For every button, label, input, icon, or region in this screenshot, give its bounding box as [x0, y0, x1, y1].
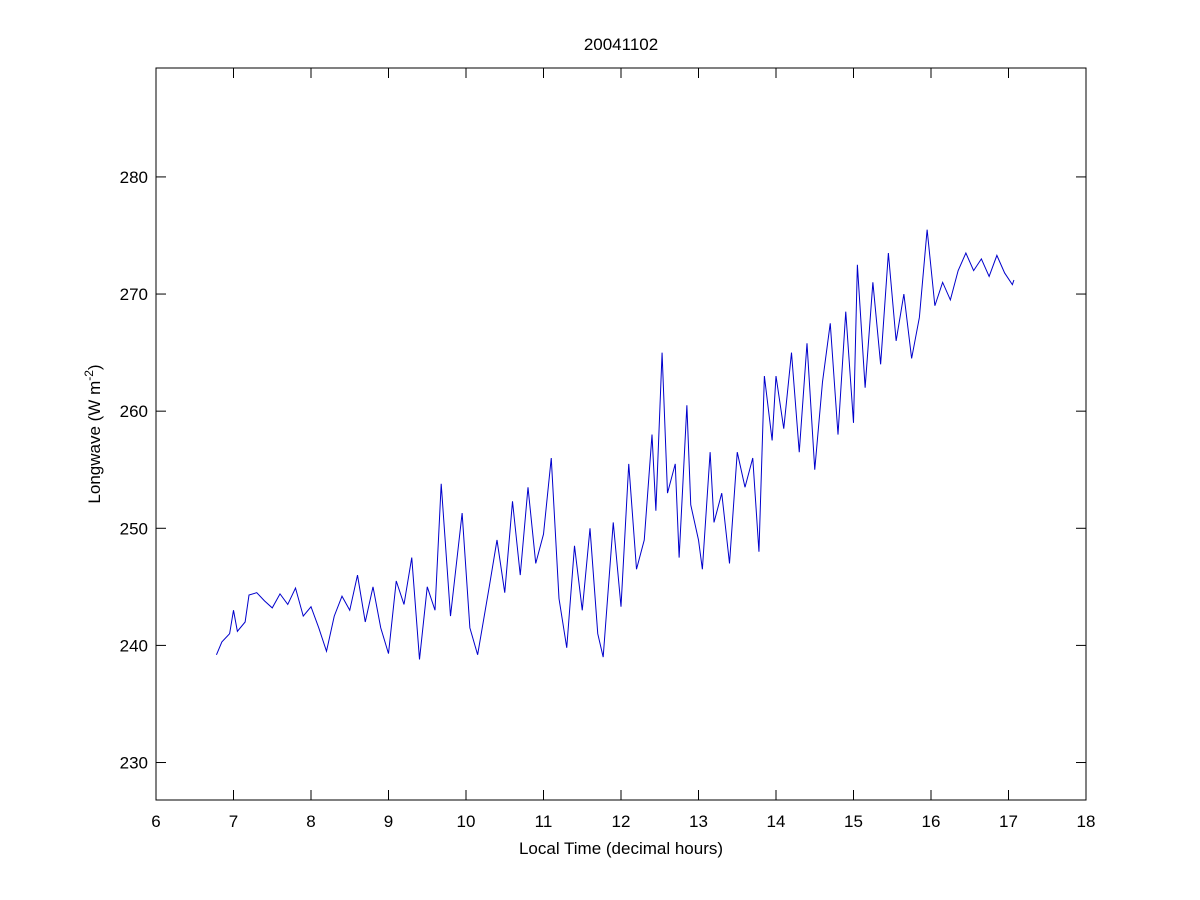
x-tick-label: 7	[229, 812, 238, 831]
y-tick-label: 260	[120, 402, 148, 421]
x-tick-label: 15	[844, 812, 863, 831]
y-axis-label-end: )	[85, 364, 104, 370]
x-tick-label: 13	[689, 812, 708, 831]
y-axis-label-sup: -2	[82, 370, 96, 381]
x-tick-label: 9	[384, 812, 393, 831]
x-tick-label: 10	[457, 812, 476, 831]
y-tick-label: 280	[120, 168, 148, 187]
plot-frame	[155, 67, 1087, 801]
x-tick-label: 18	[1077, 812, 1096, 831]
x-tick-label: 12	[612, 812, 631, 831]
y-tick-label: 270	[120, 285, 148, 304]
y-tick-label: 230	[120, 754, 148, 773]
x-axis-label: Local Time (decimal hours)	[519, 839, 723, 858]
y-tick-label: 240	[120, 636, 148, 655]
y-axis-label-text: Longwave (W m	[85, 381, 104, 504]
x-tick-label: 11	[535, 812, 553, 831]
x-tick-label: 8	[306, 812, 315, 831]
x-tick-label: 14	[767, 812, 786, 831]
data-line	[215, 229, 1015, 660]
x-tick-label: 17	[999, 812, 1018, 831]
x-tick-label: 6	[151, 812, 160, 831]
x-tick-label: 16	[922, 812, 941, 831]
chart-title: 20041102	[584, 35, 658, 54]
y-tick-label: 250	[120, 519, 148, 538]
y-axis-label: Longwave (W m-2)	[82, 364, 104, 503]
